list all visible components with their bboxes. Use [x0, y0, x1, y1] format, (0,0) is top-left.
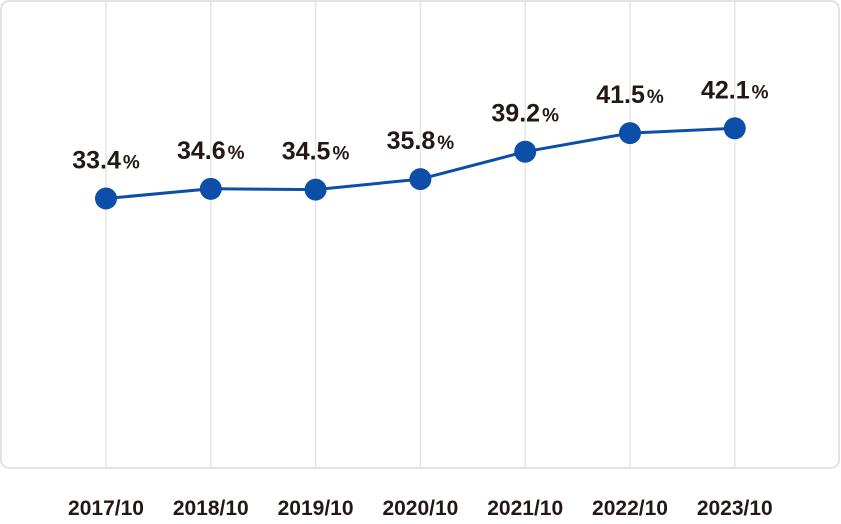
data-label: 33.4%	[72, 146, 140, 174]
data-label: 41.5%	[596, 81, 664, 109]
data-point-marker	[304, 178, 327, 201]
x-axis-ticks: 2017/10 2018/10 2019/10 2020/10 2021/10 2022/…	[68, 497, 773, 520]
data-point-marker	[514, 140, 537, 163]
data-point-marker	[199, 177, 222, 200]
data-label: 34.6%	[177, 137, 245, 165]
data-label: 42.1%	[701, 76, 769, 104]
x-tick-label: 2019/10	[278, 497, 354, 520]
x-tick-label: 2022/10	[592, 497, 668, 520]
data-point-marker	[95, 187, 117, 210]
data-point-marker	[619, 122, 641, 145]
x-tick-label: 2023/10	[697, 497, 773, 520]
x-tick-label: 2021/10	[487, 497, 563, 520]
x-tick-label: 2020/10	[382, 497, 458, 520]
x-tick-label: 2017/10	[68, 497, 144, 520]
data-point-marker	[409, 168, 432, 191]
x-tick-label: 2018/10	[173, 497, 249, 520]
data-label: 35.8%	[387, 127, 455, 155]
data-label: 34.5%	[282, 138, 350, 166]
data-label: 39.2%	[491, 100, 559, 128]
markers	[95, 117, 746, 210]
gridlines	[105, 2, 736, 467]
data-labels: 33.4% 34.6% 34.5% 35.8 % 39.2 % 41.5% 42.1%	[72, 76, 768, 174]
data-point-marker	[723, 117, 746, 140]
